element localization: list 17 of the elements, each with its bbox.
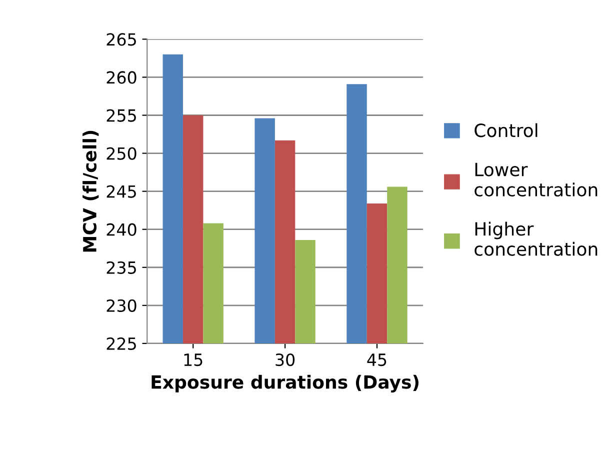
x-axis-title: Exposure durations (Days) bbox=[152, 374, 418, 392]
y-tick-label: 255 bbox=[106, 109, 136, 122]
y-axis-title: MCV (fl/cell) bbox=[82, 130, 99, 252]
y-tick-label: 245 bbox=[106, 185, 136, 198]
y-tick-label: 260 bbox=[106, 71, 136, 84]
legend-label: Higher concentration bbox=[474, 222, 598, 256]
y-tick-label: 235 bbox=[106, 261, 136, 274]
y-tick-label: 230 bbox=[106, 299, 136, 312]
x-tick-label: 30 bbox=[276, 353, 295, 366]
y-tick-label: 240 bbox=[106, 223, 136, 236]
legend-label: Lower concentration bbox=[474, 162, 598, 197]
x-tick-label: 15 bbox=[184, 354, 202, 366]
x-tick-label: 45 bbox=[367, 354, 386, 366]
legend-label: Control bbox=[474, 123, 538, 138]
y-tick-label: 250 bbox=[106, 147, 136, 160]
y-tick-label: 265 bbox=[106, 33, 136, 46]
y-tick-label: 225 bbox=[106, 337, 136, 350]
